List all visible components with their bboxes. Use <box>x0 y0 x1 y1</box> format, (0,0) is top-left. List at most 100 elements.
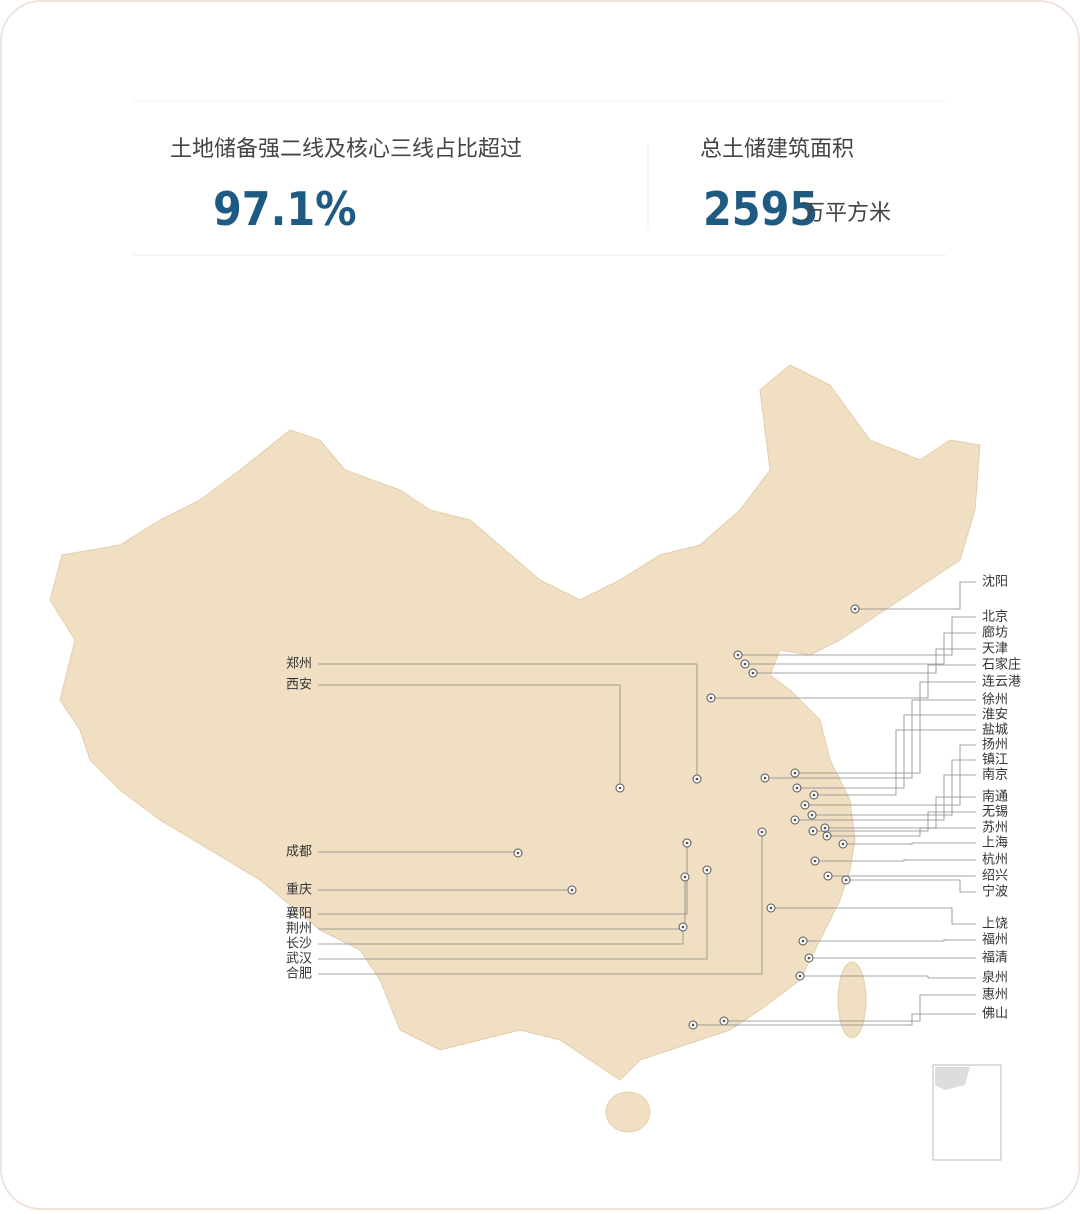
city-label: 廊坊 <box>982 625 1008 641</box>
city-label: 连云港 <box>982 674 1021 690</box>
city-label: 天津 <box>982 642 1008 657</box>
city-label: 石家庄 <box>982 657 1021 673</box>
city-dot-center <box>810 813 814 817</box>
city-dot-center <box>769 906 773 910</box>
leader-line <box>765 699 976 779</box>
leader-line <box>814 729 976 796</box>
city-label: 西安 <box>286 678 312 693</box>
city-label: 成都 <box>286 845 312 860</box>
city-label: 上饶 <box>982 917 1008 932</box>
leader-line <box>812 759 976 816</box>
leader-line <box>318 927 684 945</box>
city-label: 福清 <box>982 951 1008 966</box>
city-label: 北京 <box>982 610 1008 625</box>
leader-line <box>825 796 976 829</box>
leader-line <box>795 774 976 821</box>
city-label: 惠州 <box>982 988 1008 1003</box>
city-dot-center <box>793 818 797 822</box>
city-label: 重庆 <box>286 882 312 898</box>
city-label: 淮安 <box>982 708 1008 723</box>
city-dot-center <box>681 925 685 929</box>
city-dot-center <box>760 830 764 834</box>
leader-line <box>827 827 976 837</box>
stat-unit: 万平方米 <box>803 201 891 226</box>
city-dot-center <box>807 956 811 960</box>
city-dot-center <box>709 696 713 700</box>
city-label: 绍兴 <box>982 869 1008 884</box>
city-label: 佛山 <box>982 1007 1008 1022</box>
stat-label: 总土储建筑面积 <box>700 137 854 162</box>
leader-line <box>318 870 708 960</box>
city-label: 苏州 <box>982 820 1008 836</box>
leader-line <box>318 843 688 915</box>
city-label: 扬州 <box>982 738 1008 753</box>
leader-line <box>771 907 976 925</box>
city-dot-center <box>841 842 845 846</box>
leader-line <box>800 975 976 979</box>
city-dot-center <box>683 875 687 879</box>
city-label: 郑州 <box>286 657 312 672</box>
leader-line <box>318 663 698 779</box>
stat-value: 97.1% <box>213 182 357 236</box>
leader-line <box>753 648 976 674</box>
city-dot-center <box>736 653 740 657</box>
city-dot-center <box>751 671 755 675</box>
city-label: 盐城 <box>982 723 1008 738</box>
city-label: 荆州 <box>286 921 312 937</box>
city-label: 福州 <box>982 933 1008 948</box>
city-dot-center <box>813 859 817 863</box>
city-dot-center <box>811 829 815 833</box>
city-label: 镇江 <box>982 753 1008 768</box>
city-label: 武汉 <box>286 952 312 967</box>
leader-line <box>693 1013 976 1026</box>
city-label: 沈阳 <box>982 575 1008 590</box>
city-dot-center <box>618 786 622 790</box>
leader-line <box>745 632 976 665</box>
city-dot-center <box>826 874 830 878</box>
city-dot-center <box>743 662 747 666</box>
stat-value: 2595 <box>703 182 818 236</box>
city-dot-center <box>812 793 816 797</box>
city-label: 徐州 <box>982 693 1008 708</box>
leader-line <box>318 832 763 975</box>
leader-line <box>797 714 976 789</box>
leader-line <box>795 681 976 774</box>
city-dot-center <box>705 868 709 872</box>
leader-line <box>815 859 976 862</box>
city-dot-center <box>853 607 857 611</box>
stat-label: 土地储备强二线及核心三线占比超过 <box>170 137 522 162</box>
inset-land <box>935 1067 970 1090</box>
city-dot-center <box>795 786 799 790</box>
leader-line <box>855 581 976 610</box>
hainan <box>605 1091 651 1133</box>
city-label: 杭州 <box>982 853 1008 868</box>
city-dot-center <box>798 974 802 978</box>
city-dot-center <box>695 777 699 781</box>
city-dot-center <box>793 771 797 775</box>
china-outline <box>49 364 981 1081</box>
city-dot-center <box>691 1023 695 1027</box>
city-label: 长沙 <box>286 937 312 952</box>
city-label: 无锡 <box>982 805 1008 820</box>
leader-line <box>738 616 976 656</box>
leader-line <box>846 879 976 893</box>
leader-line <box>724 994 976 1022</box>
city-label: 合肥 <box>286 967 312 982</box>
city-dot-center <box>516 851 520 855</box>
city-dot-center <box>685 841 689 845</box>
city-label: 南京 <box>982 767 1008 783</box>
taiwan <box>837 961 867 1039</box>
leader-line <box>813 811 976 832</box>
city-dot-center <box>722 1019 726 1023</box>
city-dot-center <box>844 878 848 882</box>
map <box>49 364 1002 1161</box>
city-label: 上海 <box>982 836 1008 851</box>
city-label: 南通 <box>982 789 1008 805</box>
city-dot-center <box>823 826 827 830</box>
city-label: 泉州 <box>982 970 1008 986</box>
city-dot-center <box>803 803 807 807</box>
city-dot-center <box>763 776 767 780</box>
leader-line <box>843 842 976 845</box>
